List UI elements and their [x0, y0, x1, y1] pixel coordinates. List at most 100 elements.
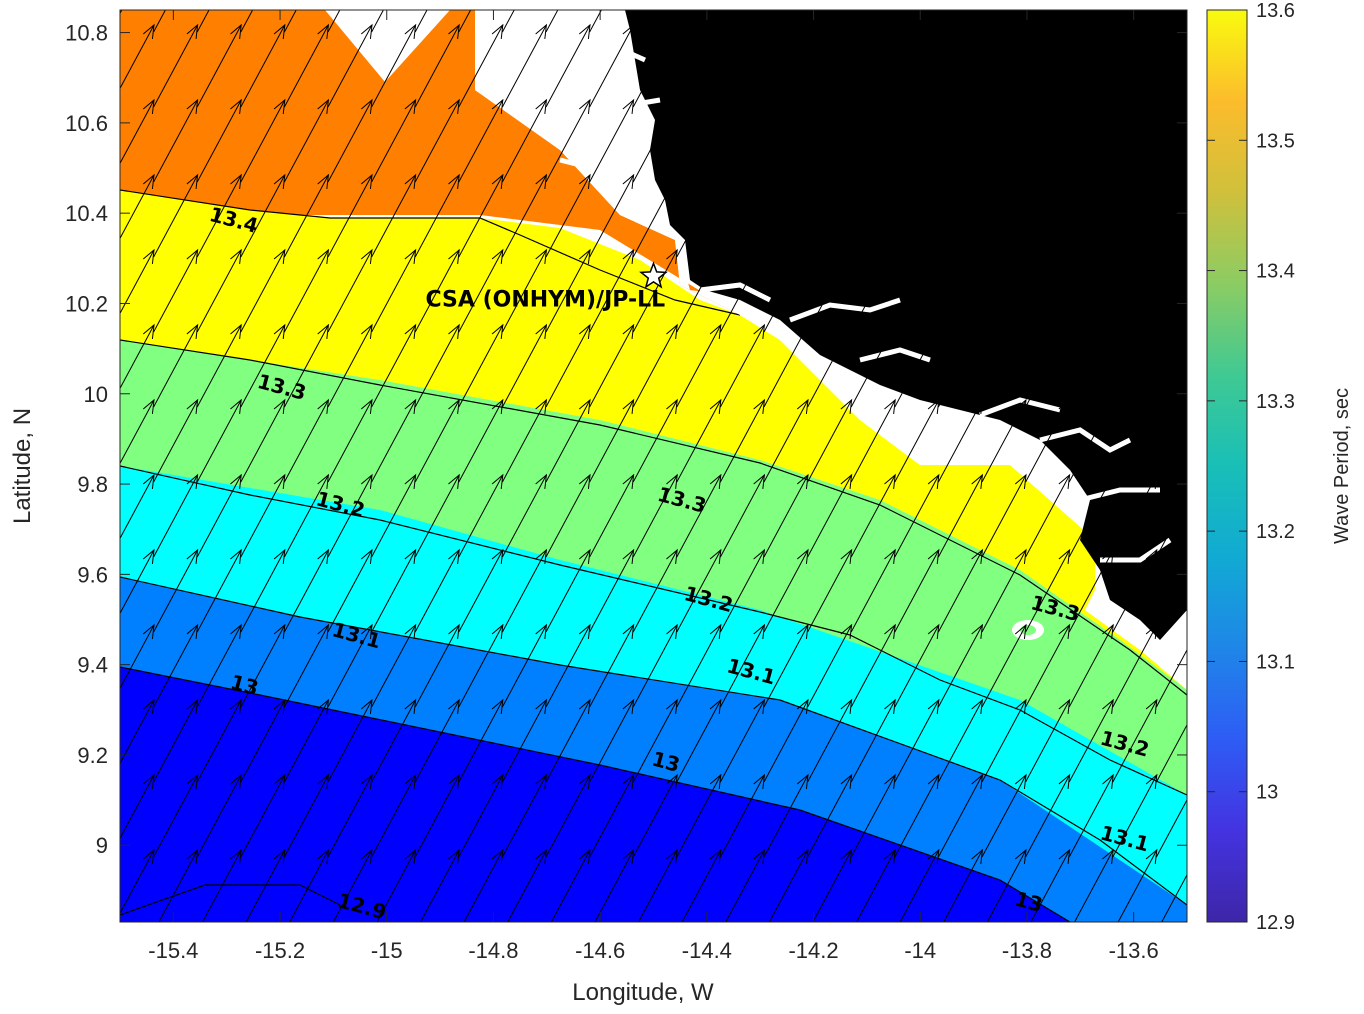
wave-vector: [1155, 723, 1187, 783]
colorbar-gradient: [1206, 9, 1248, 923]
wave-vector: [414, 398, 460, 483]
wave-vector: [981, 698, 1027, 783]
wave-vector: [850, 473, 896, 558]
wave-vector: [414, 623, 460, 708]
wave-vector: [545, 773, 591, 858]
site-label: CSA (ONHYM)/JP-LL: [426, 287, 666, 312]
x-tick-label: -14: [904, 938, 936, 963]
estuary: [699, 282, 772, 303]
wave-vector: [120, 473, 155, 540]
wave-vector: [1112, 323, 1158, 408]
wave-vector: [120, 323, 155, 390]
wave-vector: [120, 623, 155, 690]
wave-vector: [981, 98, 1027, 183]
wave-vector: [589, 548, 635, 633]
y-axis-label: Latitude, N: [9, 408, 36, 524]
wave-vector: [196, 473, 242, 558]
wave-vector: [719, 698, 766, 783]
x-tick-label: -13.6: [1109, 938, 1159, 963]
wave-vector: [937, 548, 984, 633]
wave-vector: [632, 248, 678, 333]
wave-vector: [812, 848, 853, 922]
wave-vector: [327, 698, 373, 783]
wave-vector: [327, 548, 373, 633]
wave-vector: [1025, 98, 1071, 183]
wave-vector: [327, 248, 373, 333]
wave-vector: [1068, 398, 1114, 483]
wave-vector: [807, 473, 853, 558]
wave-vector: [283, 248, 330, 333]
plot-area: 13.413.313.313.313.213.213.213.113.113.1…: [120, 10, 1187, 922]
y-tick-label: 9.2: [77, 743, 108, 768]
wave-vector: [196, 398, 242, 483]
wave-vector: [807, 698, 853, 783]
x-tick-label: -13.8: [1002, 938, 1052, 963]
band-13-4: [120, 10, 740, 315]
wave-vector: [1068, 473, 1114, 558]
wave-vector: [458, 548, 504, 633]
wave-vector: [763, 248, 809, 333]
wave-vector: [807, 623, 853, 708]
wave-vector: [371, 10, 384, 33]
wave-vector: [894, 623, 940, 708]
wave-vector: [1068, 10, 1082, 33]
wave-vector: [1155, 648, 1187, 708]
wave-vector: [545, 173, 591, 258]
x-tick-label: -14.4: [682, 938, 732, 963]
island-inner: [1020, 625, 1036, 635]
wave-vector: [899, 848, 940, 922]
wave-vector: [289, 848, 330, 922]
wave-vector: [240, 173, 286, 258]
wave-vector: [632, 698, 678, 783]
wave-vector: [1112, 173, 1158, 258]
wave-vector: [1155, 198, 1187, 258]
wave-vector: [458, 23, 504, 108]
colorbar-tick-label: 13.1: [1256, 651, 1295, 673]
wave-vector: [1155, 573, 1187, 633]
wave-vector: [894, 773, 940, 858]
y-tick-label: 10.6: [65, 111, 108, 136]
wave-vector: [240, 698, 286, 783]
wave-vector: [807, 23, 853, 108]
wave-vector: [1025, 473, 1071, 558]
wave-vector: [414, 173, 460, 258]
wave-vector: [1112, 473, 1158, 558]
wave-vector: [1155, 423, 1187, 483]
wave-vector: [1030, 848, 1071, 922]
wave-vector: [240, 623, 286, 708]
wave-vector: [763, 98, 809, 183]
wave-vector: [414, 773, 460, 858]
wave-vector: [676, 98, 722, 183]
wave-vector: [937, 10, 951, 33]
y-tick-label: 9.4: [77, 653, 108, 678]
wave-vector: [283, 10, 297, 33]
estuary: [559, 147, 649, 173]
wave-vector: [1068, 773, 1114, 858]
wave-vector: [240, 10, 254, 33]
wave-vector: [371, 23, 417, 108]
wave-vector: [763, 623, 809, 708]
wave-vector: [120, 98, 155, 165]
wave-vector: [719, 773, 766, 858]
contour-line-13-3: [120, 339, 1187, 696]
wave-vector: [676, 173, 722, 258]
wave-vector: [632, 773, 678, 858]
y-tick-label: 9.8: [77, 472, 108, 497]
wave-vector: [371, 248, 417, 333]
wave-vector: [196, 173, 242, 258]
estuary: [569, 37, 647, 63]
site-marker: CSA (ONHYM)/JP-LL: [426, 261, 668, 312]
y-tick-label: 10.2: [65, 291, 108, 316]
wave-vector: [719, 10, 733, 33]
wave-vector: [1025, 10, 1038, 33]
wave-vector: [850, 398, 896, 483]
wave-vector: [719, 473, 766, 558]
wave-vector: [419, 848, 460, 922]
wave-vector: [894, 323, 940, 408]
wave-vector: [1068, 623, 1114, 708]
wave-vector: [414, 323, 460, 408]
wave-vector: [545, 623, 591, 708]
contour-line-13-4: [120, 189, 741, 316]
y-tick-label: 10: [84, 382, 108, 407]
wave-vector: [1155, 273, 1187, 333]
